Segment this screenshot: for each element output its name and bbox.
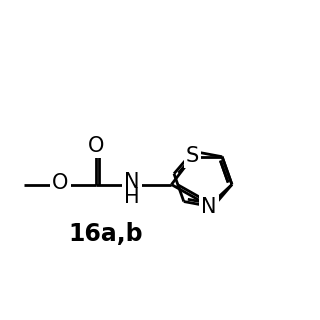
Text: 16a,b: 16a,b (69, 221, 143, 245)
Text: N: N (201, 197, 217, 217)
Text: N: N (124, 172, 140, 192)
Text: S: S (186, 146, 199, 166)
Text: O: O (88, 136, 104, 156)
Text: H: H (124, 187, 140, 207)
Text: O: O (52, 173, 68, 193)
